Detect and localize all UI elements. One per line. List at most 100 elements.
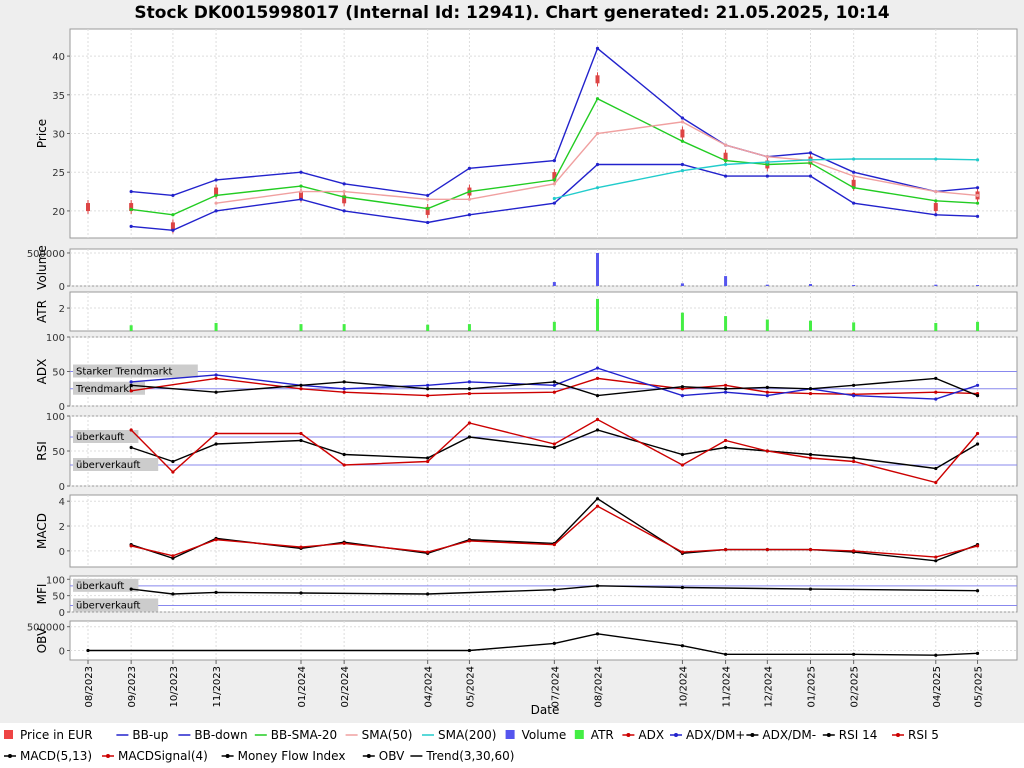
x-tick-label: 08/2023 xyxy=(84,666,95,708)
reference-label-bg xyxy=(73,430,139,443)
legend-label: MACDSignal(4) xyxy=(118,749,208,763)
obv-point xyxy=(723,652,728,656)
legend-label: BB-up xyxy=(132,728,168,742)
bb-down-point xyxy=(129,224,133,228)
bb-down-point xyxy=(426,220,430,225)
x-tick-label: 09/2023 xyxy=(127,666,138,708)
price-panel: 20 25 30 35 40 Price xyxy=(35,28,1018,239)
sma-200-point xyxy=(680,169,685,173)
x-tick-label: 11/2024 xyxy=(722,666,733,708)
bb-sma-20-point xyxy=(934,199,938,203)
x-tick-label: 02/2025 xyxy=(850,666,861,708)
bb-down-point xyxy=(214,209,218,213)
bb-down-point xyxy=(342,209,346,213)
adx-dm-point xyxy=(299,383,303,387)
bb-sma-20-point xyxy=(214,193,218,198)
rsi-5-point xyxy=(299,431,303,436)
rsi-panel: 0 50 100 RSI überkauft überverkauft xyxy=(35,412,1018,493)
adx-dm-point xyxy=(552,383,556,387)
legend-label: ADX/DM+ xyxy=(686,728,745,742)
x-tick-label: 10/2023 xyxy=(169,666,180,708)
volume-bar xyxy=(724,276,728,286)
atr-bar xyxy=(808,320,812,331)
legend-label: SMA(200) xyxy=(438,728,496,742)
y-tick-label: 0 xyxy=(59,608,65,619)
legend-label: MACD(5,13) xyxy=(20,749,92,763)
y-tick-label: 2 xyxy=(59,522,65,533)
rsi-5-point xyxy=(171,470,175,474)
x-tick-label: 11/2023 xyxy=(212,666,223,708)
sma-200-point xyxy=(852,157,856,161)
sma-200-point xyxy=(723,162,728,167)
bb-up-point xyxy=(426,193,430,198)
adx-dm-point xyxy=(723,387,728,391)
y-tick-label: 0 xyxy=(59,547,65,558)
macdsignal-4-point xyxy=(808,548,813,552)
price-in-eur-candle xyxy=(552,172,557,181)
legend-item: ADX/DM- xyxy=(746,728,816,742)
legend-item: OBV xyxy=(362,749,405,763)
money-flow-index-point xyxy=(171,592,175,596)
obv-point xyxy=(552,641,556,645)
macd-5-13-point xyxy=(934,559,938,563)
mfi-plot-area xyxy=(69,575,1018,613)
bb-down-point xyxy=(595,162,600,167)
legend-item: ADX/DM+ xyxy=(670,728,745,742)
adx-point xyxy=(595,376,600,380)
atr-bar xyxy=(934,322,938,331)
bb-sma-20-point xyxy=(467,189,472,194)
adx-point xyxy=(426,394,430,398)
atr-axis-label: ATR xyxy=(35,300,49,323)
macdsignal-4-point xyxy=(129,544,133,548)
legend-marker xyxy=(8,754,12,758)
reference-label-bg xyxy=(73,458,159,471)
adx-point xyxy=(765,390,769,394)
bb-down-point xyxy=(299,197,303,201)
legend-label: Price in EUR xyxy=(20,728,93,742)
macd-axis-label: MACD xyxy=(35,513,49,549)
bb-up-point xyxy=(214,178,218,182)
adx-dm-point xyxy=(426,387,430,391)
legend-label: Money Flow Index xyxy=(238,749,346,763)
bb-sma-20-point xyxy=(342,195,346,199)
macd-5-13-point xyxy=(171,556,175,560)
rsi-14-line xyxy=(130,429,978,470)
sma-50-point xyxy=(299,189,303,194)
money-flow-index-point xyxy=(595,584,600,588)
obv-plot-area xyxy=(69,620,1018,661)
macdsignal-4-point xyxy=(595,504,600,508)
legend-item: BB-up xyxy=(116,728,168,742)
adx-point xyxy=(214,376,218,380)
bb-down-point xyxy=(680,162,685,167)
bb-sma-20-point xyxy=(975,201,980,205)
adx-dm-point xyxy=(595,394,600,398)
bb-up-point xyxy=(171,193,175,198)
adx-point xyxy=(808,391,813,396)
atr-bar xyxy=(680,312,684,331)
macdsignal-4-point xyxy=(680,550,685,554)
adx-point xyxy=(299,387,303,391)
bb-up-point xyxy=(467,166,472,170)
adx-dm-point xyxy=(934,397,938,401)
adx-dm-point xyxy=(214,390,218,394)
rsi-14-point xyxy=(552,445,556,450)
legend-item: Volume xyxy=(505,728,566,742)
legend-label: SMA(50) xyxy=(362,728,413,742)
obv-point xyxy=(595,632,600,636)
y-tick-label: 25 xyxy=(52,168,65,179)
y-tick-label: 2 xyxy=(59,304,65,315)
macdsignal-4-point xyxy=(342,541,346,546)
x-tick-label: 04/2024 xyxy=(424,666,435,708)
money-flow-index-point xyxy=(426,592,430,596)
legend-label: ADX xyxy=(638,728,664,742)
macdsignal-4-point xyxy=(467,539,472,543)
bb-up-point xyxy=(342,182,346,186)
rsi-14-point xyxy=(342,452,346,457)
y-tick-label: 50 xyxy=(52,592,65,603)
y-tick-label: 20 xyxy=(52,207,65,218)
legend-item: ATR xyxy=(574,728,614,742)
y-tick-label: 0 xyxy=(59,482,65,493)
y-tick-label: 4 xyxy=(59,497,65,508)
price-in-eur-candle xyxy=(342,195,347,204)
